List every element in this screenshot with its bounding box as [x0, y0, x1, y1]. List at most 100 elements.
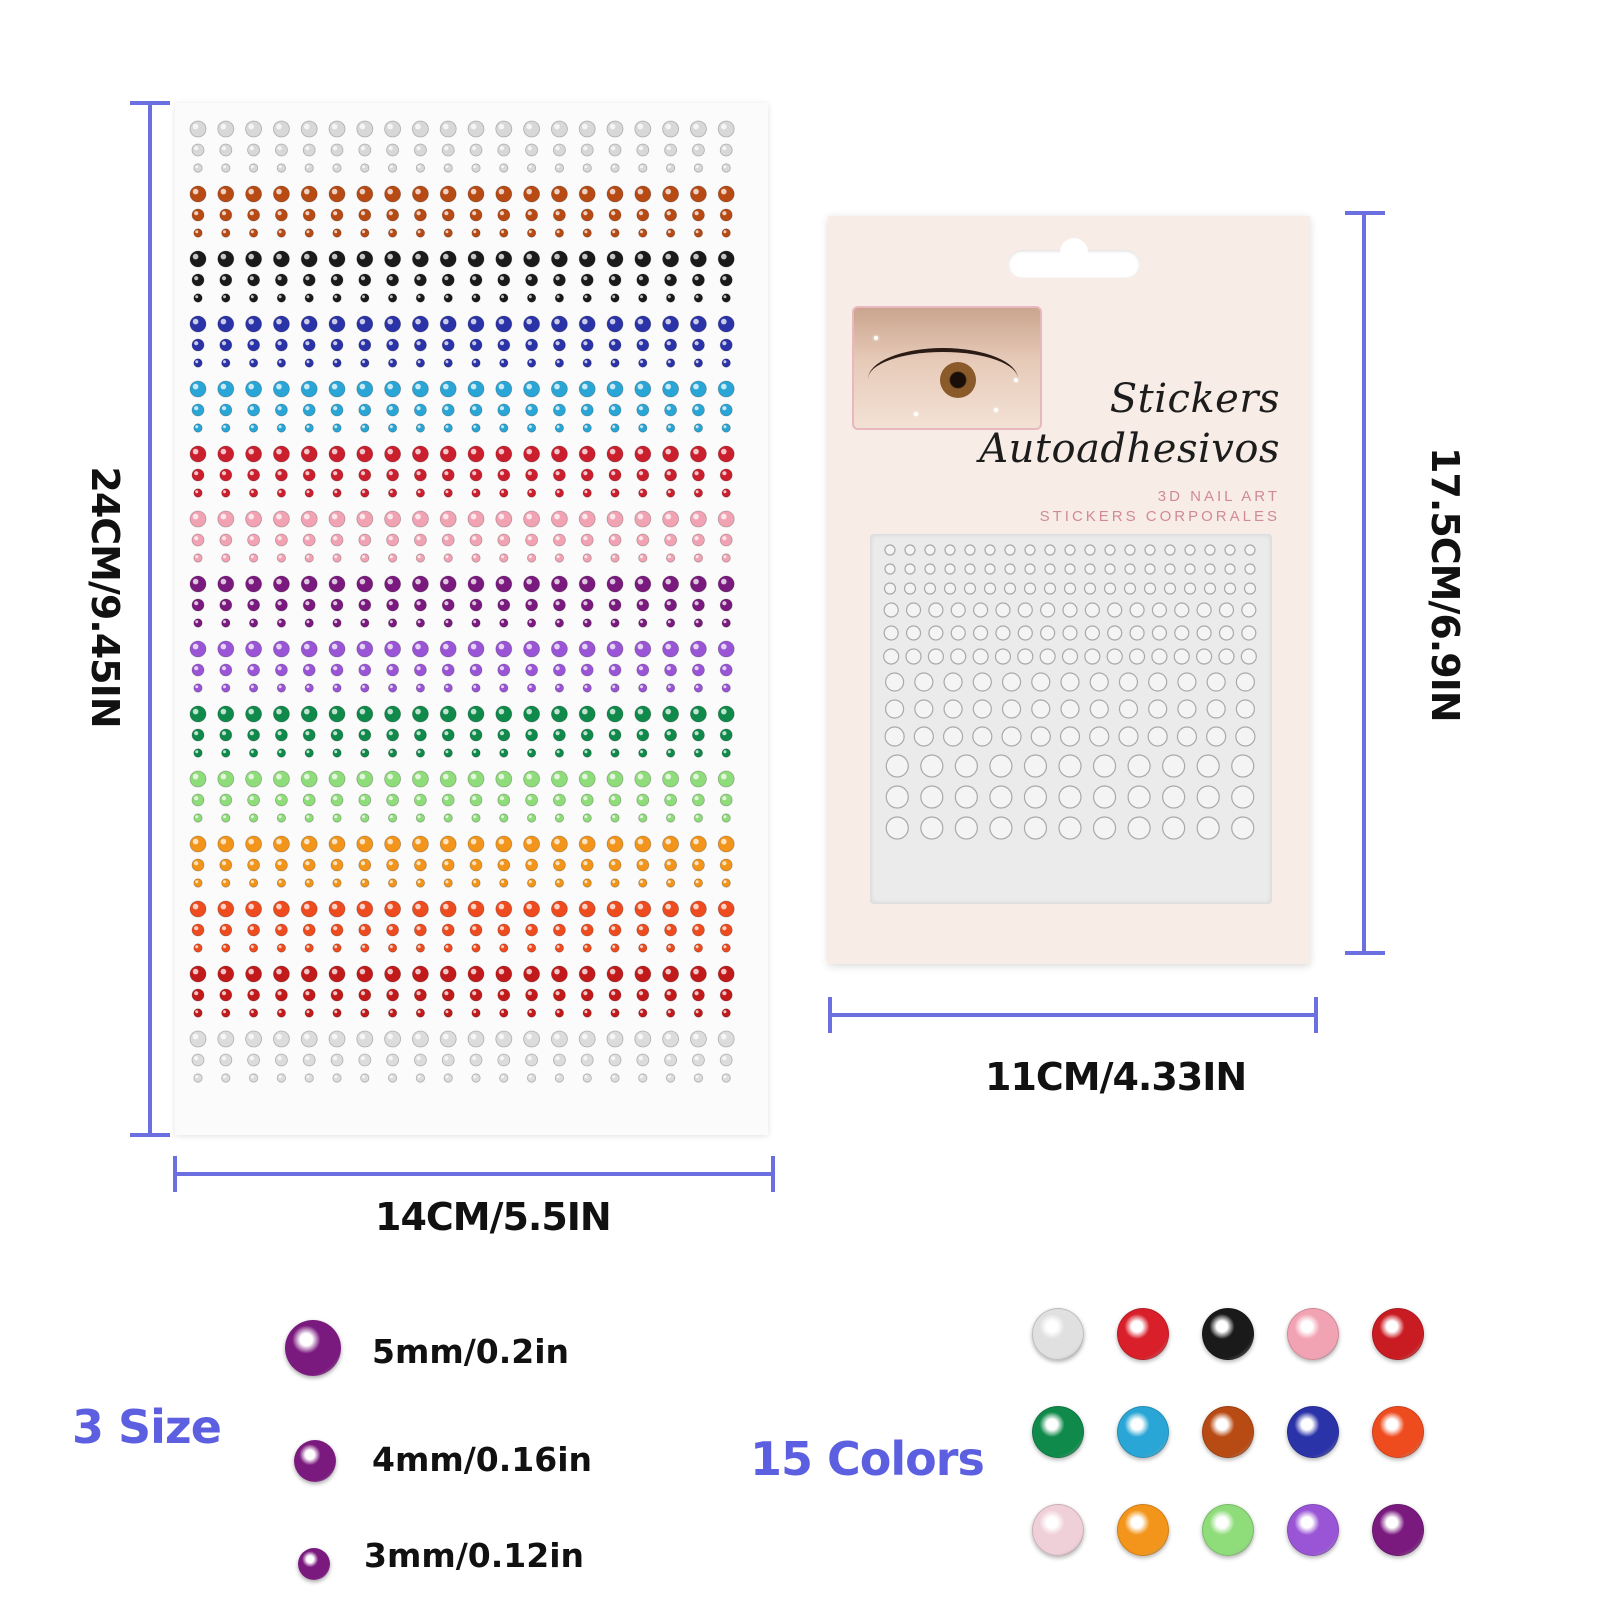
- rhinestone: [664, 923, 678, 937]
- rhinestone: [441, 988, 455, 1002]
- rhinestone: [411, 445, 429, 463]
- rhinestone-highlight: [695, 945, 699, 949]
- rhinestone-highlight: [637, 643, 644, 650]
- rhinestone-highlight: [499, 471, 505, 476]
- rhinestone: [384, 640, 402, 658]
- rhinestone: [441, 663, 455, 677]
- rhinestone: [328, 445, 346, 463]
- rhinestone-highlight: [334, 880, 338, 884]
- rhinestone-highlight: [277, 471, 282, 476]
- rhinestone: [191, 988, 205, 1002]
- rhinestone: [578, 315, 596, 333]
- rhinestone-highlight: [695, 490, 699, 494]
- rhinestone: [634, 510, 652, 528]
- rhinestone: [467, 185, 485, 203]
- rhinestone-highlight: [611, 536, 616, 541]
- rhinestone: [608, 403, 622, 417]
- rhinestone: [693, 553, 704, 563]
- rhinestone: [332, 618, 342, 628]
- rhinestone: [636, 923, 650, 937]
- rhinestone: [384, 705, 402, 723]
- rhinestone-highlight: [389, 360, 393, 364]
- rhinestone-highlight: [609, 123, 616, 130]
- rhinestone-highlight: [472, 146, 477, 151]
- rhinestone-highlight: [583, 861, 588, 866]
- clear-rhinestone: [950, 602, 966, 618]
- rhinestone-highlight: [612, 295, 616, 299]
- rhinestone-highlight: [554, 513, 560, 520]
- rhinestone: [554, 943, 564, 953]
- rhinestone-highlight: [528, 165, 532, 169]
- rhinestone-highlight: [694, 276, 699, 281]
- rhinestone: [360, 553, 370, 563]
- clear-rhinestone: [1148, 699, 1168, 719]
- rhinestone: [523, 965, 541, 983]
- rhinestone: [693, 488, 704, 498]
- rhinestone-highlight: [667, 620, 671, 624]
- rhinestone-highlight: [499, 731, 505, 736]
- rhinestone-highlight: [250, 555, 254, 559]
- rhinestone: [191, 208, 205, 222]
- rhinestone: [525, 598, 539, 612]
- width-dimension-cap-left-card: [828, 997, 832, 1033]
- rhinestone: [606, 770, 624, 788]
- rhinestone: [664, 663, 678, 677]
- rhinestone: [247, 923, 260, 937]
- rhinestone: [471, 943, 481, 953]
- rhinestone-highlight: [637, 838, 644, 845]
- rhinestone: [525, 923, 539, 937]
- rhinestone-highlight: [443, 1033, 449, 1040]
- rhinestone: [249, 1008, 259, 1018]
- clear-rhinestone: [1004, 544, 1016, 556]
- rhinestone-highlight: [665, 1033, 671, 1040]
- clear-rhinestone: [1103, 582, 1117, 595]
- rhinestone: [467, 380, 485, 398]
- rhinestone: [692, 533, 705, 547]
- rhinestone-highlight: [555, 601, 560, 606]
- rhinestone: [356, 510, 374, 528]
- rhinestone: [550, 1030, 568, 1048]
- rhinestone: [499, 878, 509, 888]
- rhinestone: [384, 1030, 402, 1048]
- rhinestone-highlight: [665, 253, 671, 260]
- rhinestone-highlight: [470, 708, 477, 715]
- rhinestone: [221, 358, 231, 368]
- rhinestone-highlight: [250, 360, 254, 364]
- clear-rhinestone: [905, 602, 922, 618]
- rhinestone: [469, 663, 483, 677]
- clear-rhinestone: [1083, 582, 1097, 595]
- rhinestone: [386, 858, 400, 872]
- rhinestone-highlight: [194, 666, 199, 671]
- clear-rhinestone: [964, 544, 976, 556]
- rhinestone-highlight: [387, 188, 393, 195]
- rhinestone: [275, 338, 288, 352]
- sparkle: [874, 336, 878, 340]
- rhinestone-highlight: [611, 666, 616, 671]
- rhinestone-highlight: [665, 188, 671, 195]
- clear-rhinestone: [1023, 754, 1048, 778]
- rhinestone-highlight: [723, 1075, 727, 1079]
- rhinestone-highlight: [584, 1075, 588, 1079]
- clear-rhinestone: [1241, 625, 1257, 641]
- rhinestone-highlight: [582, 318, 588, 325]
- rhinestone-highlight: [444, 796, 449, 801]
- rhinestone: [497, 923, 511, 937]
- sparkle: [994, 408, 998, 412]
- rhinestone-highlight: [609, 318, 616, 325]
- rhinestone: [690, 315, 707, 333]
- rhinestone: [415, 748, 425, 758]
- clear-rhinestone: [1151, 648, 1168, 665]
- rhinestone-highlight: [417, 620, 421, 624]
- rhinestone-highlight: [360, 536, 366, 541]
- rhinestone-highlight: [612, 230, 616, 234]
- rhinestone: [665, 423, 676, 433]
- rhinestone: [193, 423, 203, 433]
- rhinestone-highlight: [248, 1033, 254, 1040]
- color-swatch-9: [1287, 1406, 1339, 1458]
- rhinestone-highlight: [192, 708, 199, 715]
- rhinestone: [247, 988, 260, 1002]
- rhinestone: [193, 228, 203, 238]
- rhinestone-highlight: [637, 708, 644, 715]
- rhinestone-highlight: [695, 165, 699, 169]
- rhinestone: [300, 835, 318, 853]
